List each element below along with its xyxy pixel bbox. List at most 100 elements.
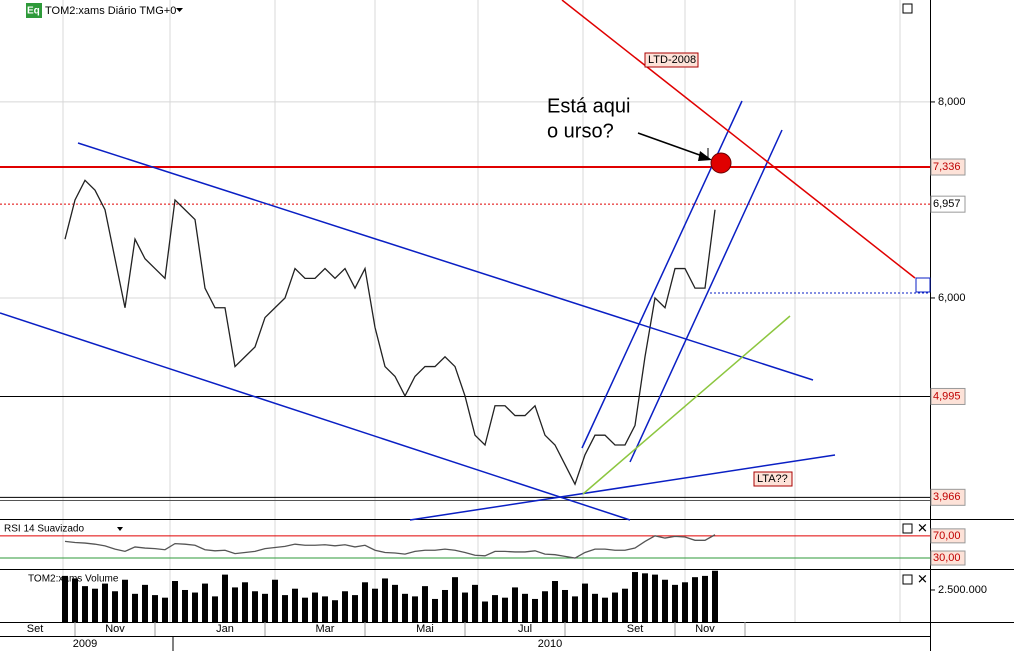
maximize-button[interactable] — [902, 3, 913, 14]
bar — [512, 587, 518, 622]
bar — [192, 592, 198, 622]
bar — [532, 598, 538, 622]
bar — [252, 591, 258, 622]
y-tick-label: 6,000 — [938, 292, 966, 304]
handle[interactable] — [915, 277, 931, 293]
y-tick-label: 2.500.000 — [938, 584, 987, 596]
label-box — [753, 471, 793, 487]
bar — [592, 593, 598, 622]
x-tick-label: Mar — [316, 623, 335, 635]
bar — [302, 597, 308, 622]
x-tick-label: Jul — [518, 623, 532, 635]
bar — [502, 597, 508, 622]
rsi-pane: 70,00 30,00 — [0, 528, 966, 566]
bar — [552, 581, 558, 622]
bar — [342, 591, 348, 622]
bar — [142, 584, 148, 622]
bar — [382, 578, 388, 622]
badge-text: Eq — [27, 6, 40, 17]
bar — [442, 589, 448, 622]
bar — [462, 592, 468, 622]
bar — [712, 570, 718, 622]
x-tick-label: Nov — [695, 623, 715, 635]
level-label-box — [930, 195, 966, 213]
bar — [62, 575, 68, 622]
volume-pane: 2.500.000 — [62, 570, 987, 622]
bar — [692, 577, 698, 622]
level-label: 6,957 — [933, 198, 961, 210]
trendlines — [0, 0, 930, 521]
marker-dot — [710, 152, 732, 174]
bar — [622, 588, 628, 622]
x-tick-label: Mai — [416, 623, 434, 635]
bar — [92, 588, 98, 622]
bar — [412, 596, 418, 622]
bar — [372, 588, 378, 622]
level-label: 4,995 — [933, 390, 961, 402]
maximize-button[interactable] — [902, 523, 913, 534]
bar — [432, 598, 438, 622]
bar — [602, 597, 608, 622]
bar — [612, 592, 618, 622]
x-tick-label: Set — [27, 623, 44, 635]
annotation: LTA?? — [757, 473, 788, 485]
bar — [562, 589, 568, 622]
chart-title: TOM2:xams Diário TMG+0 — [45, 5, 176, 17]
bar — [482, 601, 488, 622]
bar — [572, 596, 578, 622]
bar — [132, 593, 138, 622]
bar — [492, 595, 498, 622]
series-line — [64, 179, 716, 486]
bar — [332, 600, 338, 622]
bar — [452, 577, 458, 622]
bar — [702, 575, 708, 622]
bar — [262, 593, 268, 622]
level-label-box — [930, 387, 966, 405]
bar — [82, 586, 88, 622]
bar — [122, 579, 128, 622]
bar — [242, 582, 248, 622]
bar — [112, 591, 118, 622]
bar — [632, 572, 638, 622]
y-tick-label: 70,00 — [933, 530, 961, 542]
bar — [232, 587, 238, 622]
bar — [642, 573, 648, 622]
pane-title: TOM2:xams Volume — [28, 574, 119, 585]
level-label: 7,336 — [933, 161, 961, 173]
bar — [282, 595, 288, 622]
bar — [522, 593, 528, 622]
tick-label-box — [930, 550, 966, 566]
time-axis: Set Nov Jan Mar Mai Jul Set Nov 2009 2010 — [27, 622, 746, 651]
series-line — [64, 534, 716, 559]
x-tick-label: Set — [627, 623, 644, 635]
bar — [222, 574, 228, 622]
y-tick-label: 30,00 — [933, 552, 961, 564]
bar — [682, 582, 688, 622]
bar — [102, 583, 108, 622]
bar — [292, 588, 298, 622]
dropdown[interactable] — [117, 527, 123, 531]
bar — [272, 579, 278, 622]
bar — [422, 586, 428, 622]
y-tick-label: 8,000 — [938, 96, 966, 108]
pane-title: RSI 14 Suavizado — [4, 524, 84, 535]
close-button[interactable]: ✕ — [917, 520, 928, 535]
bar — [402, 593, 408, 622]
bar — [322, 596, 328, 622]
close-button[interactable]: ✕ — [917, 571, 928, 586]
bar — [352, 595, 358, 622]
annotation: LTD-2008 — [648, 54, 696, 66]
x-tick-label: Nov — [105, 623, 125, 635]
bar — [72, 578, 78, 622]
dropdown[interactable] — [176, 8, 183, 12]
bar — [162, 597, 168, 622]
label-box — [644, 52, 699, 68]
bar — [202, 583, 208, 622]
bar — [182, 589, 188, 622]
vertical-grid — [62, 0, 901, 622]
bar — [212, 596, 218, 622]
year-label: 2010 — [538, 638, 562, 650]
maximize-button[interactable] — [902, 574, 913, 585]
